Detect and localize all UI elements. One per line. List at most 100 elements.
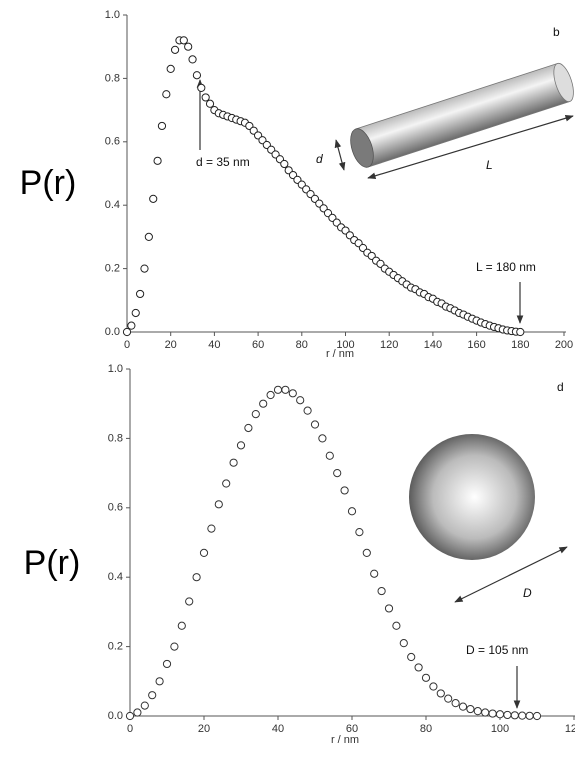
- diameter-arrow: [454, 546, 568, 603]
- data-point: [170, 45, 180, 54]
- data-point: [192, 573, 201, 582]
- y-tick-label: 0.6: [105, 136, 120, 148]
- data-point: [207, 524, 216, 533]
- data-point: [362, 548, 371, 558]
- data-point: [436, 689, 445, 698]
- data-point: [166, 64, 175, 73]
- sphere-illustration: [409, 434, 535, 560]
- data-point: [347, 507, 357, 516]
- data-point: [229, 458, 238, 467]
- data-point: [136, 289, 145, 299]
- data-point: [157, 121, 167, 131]
- y-tick-label: 0.8: [108, 432, 123, 444]
- x-tick-label: 120: [380, 339, 398, 351]
- data-point: [525, 711, 534, 720]
- data-point: [199, 548, 209, 558]
- y-tick-label: 0.6: [108, 502, 123, 514]
- data-point: [444, 694, 453, 703]
- data-point: [149, 194, 158, 203]
- data-point: [170, 642, 179, 651]
- data-point: [273, 385, 283, 394]
- data-point: [318, 434, 327, 443]
- data-point: [429, 682, 438, 691]
- data-point: [466, 704, 475, 714]
- data-point: [177, 621, 186, 630]
- data-point: [133, 708, 142, 717]
- data-point: [155, 677, 164, 686]
- annotation: L = 180 nm: [476, 260, 536, 274]
- y-axis-label: P(r): [24, 544, 81, 582]
- data-point: [201, 93, 210, 102]
- x-tick-label: 0: [127, 723, 133, 735]
- data-point: [384, 604, 394, 613]
- y-tick-label: 0.0: [105, 326, 120, 338]
- data-point: [516, 327, 525, 337]
- data-point: [153, 156, 162, 165]
- x-tick-label: 80: [420, 723, 432, 735]
- data-point: [214, 500, 223, 509]
- data-point: [140, 264, 149, 273]
- data-point: [281, 385, 290, 394]
- data-point: [122, 327, 132, 337]
- x-tick-label: 80: [296, 339, 308, 351]
- data-point: [421, 673, 431, 682]
- data-point: [325, 451, 334, 460]
- data-point: [518, 711, 527, 720]
- x-axis-label: r / nm: [326, 348, 354, 360]
- data-point: [162, 659, 172, 669]
- data-point: [125, 711, 135, 721]
- annotation: D: [523, 586, 532, 600]
- length-arrow: [367, 114, 574, 180]
- data-point: [488, 709, 497, 718]
- annotation: d = 35 nm: [196, 155, 250, 169]
- data-point: [473, 707, 482, 716]
- annotation: D = 105 nm: [466, 643, 528, 657]
- data-point: [251, 410, 260, 419]
- x-tick-label: 20: [165, 339, 177, 351]
- data-point: [481, 708, 490, 717]
- x-tick-label: 20: [198, 723, 210, 735]
- data-point: [310, 420, 320, 429]
- annotation: d: [316, 152, 323, 166]
- data-point: [503, 710, 512, 720]
- diameter-arrow: [334, 139, 346, 171]
- data-point: [407, 652, 416, 662]
- y-tick-label: 0.2: [105, 263, 120, 275]
- data-point: [296, 396, 305, 405]
- x-tick-label: 200: [555, 339, 573, 351]
- cylinder-illustration: [350, 62, 574, 168]
- y-tick-label: 1.0: [105, 9, 120, 21]
- x-tick-label: 100: [491, 723, 509, 735]
- x-tick-label: 60: [252, 339, 264, 351]
- data-point: [185, 597, 194, 606]
- x-tick-label: 120: [565, 723, 575, 735]
- y-tick-label: 1.0: [108, 363, 123, 375]
- data-point: [127, 321, 136, 330]
- x-tick-label: 40: [272, 723, 284, 735]
- data-point: [495, 710, 505, 719]
- data-point: [184, 42, 193, 51]
- data-point: [458, 702, 468, 711]
- data-point: [355, 527, 364, 537]
- data-point: [510, 711, 519, 720]
- data-point: [144, 232, 153, 241]
- panel-letter: b: [553, 25, 560, 39]
- y-tick-label: 0.4: [108, 571, 123, 583]
- x-tick-label: 100: [336, 339, 354, 351]
- data-point: [244, 423, 253, 433]
- data-point: [340, 486, 349, 495]
- y-tick-label: 0.4: [105, 199, 120, 211]
- x-tick-label: 160: [467, 339, 485, 351]
- x-tick-label: 60: [346, 723, 358, 735]
- data-point: [280, 159, 289, 169]
- x-tick-label: 180: [511, 339, 529, 351]
- y-tick-label: 0.8: [105, 72, 120, 84]
- y-axis-label: P(r): [20, 164, 77, 202]
- data-point: [392, 621, 401, 630]
- data-point: [197, 83, 206, 93]
- data-point: [148, 691, 157, 700]
- data-point: [140, 701, 149, 710]
- data-point: [333, 469, 342, 478]
- x-tick-label: 0: [124, 339, 130, 351]
